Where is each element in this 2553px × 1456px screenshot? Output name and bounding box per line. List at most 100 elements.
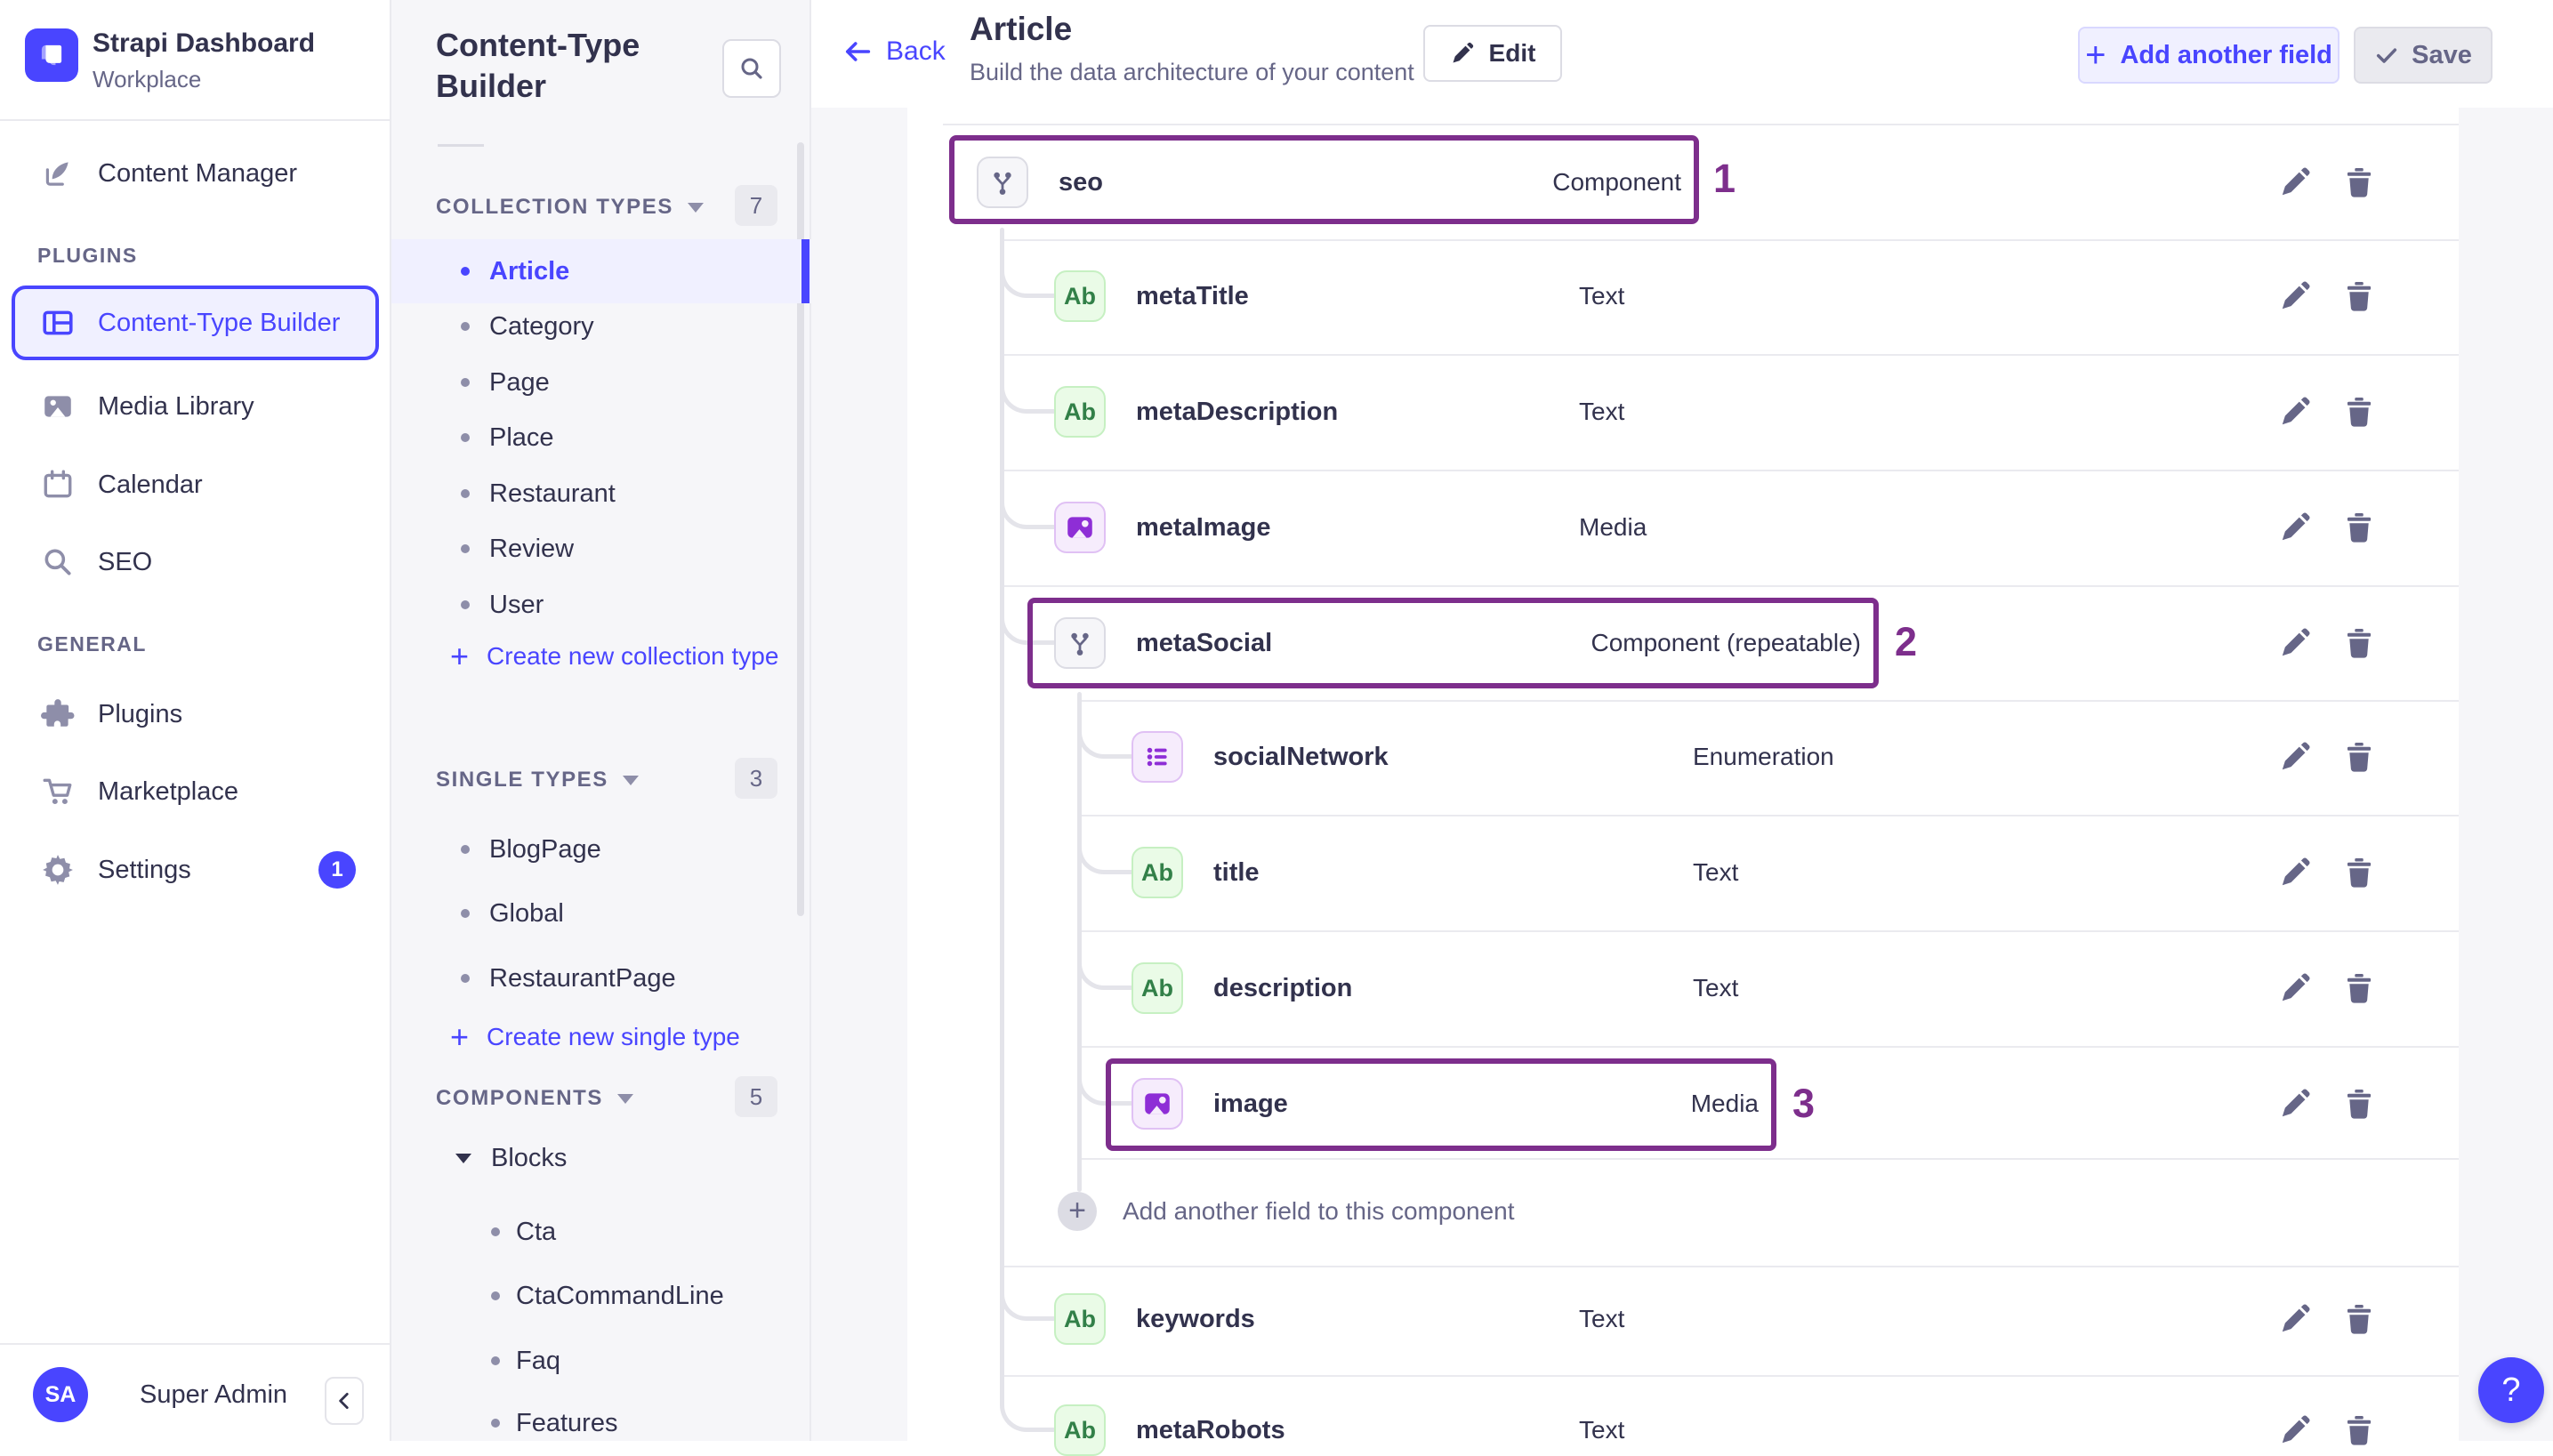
delete-field-button[interactable] <box>2341 278 2377 314</box>
sidebar-item-content-type-builder[interactable]: Content-Type Builder <box>12 286 379 360</box>
edit-field-button[interactable] <box>2277 855 2313 890</box>
add-field-to-component-label[interactable]: Add another field to this component <box>1123 1197 1515 1225</box>
edit-field-button[interactable] <box>2277 970 2313 1006</box>
plus-icon: + <box>450 638 470 674</box>
sidebar-item-plugins[interactable]: Plugins <box>0 681 390 747</box>
component-category-blocks[interactable]: Blocks <box>455 1144 567 1173</box>
tree-elbow <box>1077 700 1132 759</box>
field-name[interactable]: metaImage <box>1136 513 1271 542</box>
delete-field-button[interactable] <box>2341 625 2377 661</box>
edit-field-button[interactable] <box>2277 625 2313 661</box>
components-header[interactable]: COMPONENTS <box>436 1083 634 1114</box>
general-section-label: GENERAL <box>37 632 147 656</box>
add-field-to-component-button[interactable]: + <box>1058 1192 1097 1231</box>
field-name[interactable]: keywords <box>1136 1305 1255 1333</box>
text-field-icon: Ab <box>1054 270 1106 322</box>
delete-field-button[interactable] <box>2341 970 2377 1006</box>
panel-item-place[interactable]: Place <box>489 423 554 452</box>
panel-item-review[interactable]: Review <box>489 535 575 563</box>
delete-field-button[interactable] <box>2341 1301 2377 1337</box>
sidebar-item-seo[interactable]: SEO <box>0 529 390 595</box>
chevron-down-icon <box>687 202 704 213</box>
field-name[interactable]: socialNetwork <box>1213 743 1389 771</box>
panel-item-restaurant[interactable]: Restaurant <box>489 479 616 508</box>
field-name[interactable]: metaSocial <box>1136 629 1273 657</box>
collection-types-header[interactable]: COLLECTION TYPES <box>436 192 704 222</box>
help-button[interactable]: ? <box>2478 1357 2544 1423</box>
delete-field-button[interactable] <box>2341 739 2377 775</box>
delete-field-button[interactable] <box>2341 1412 2377 1448</box>
edit-button[interactable]: Edit <box>1423 25 1562 82</box>
collapse-sidebar-button[interactable] <box>325 1377 364 1425</box>
edit-field-button[interactable] <box>2277 278 2313 314</box>
user-avatar[interactable]: SA <box>33 1367 88 1422</box>
field-name[interactable]: image <box>1213 1090 1288 1118</box>
edit-field-button[interactable] <box>2277 394 2313 430</box>
chevron-left-icon <box>339 1393 349 1409</box>
delete-field-button[interactable] <box>2341 394 2377 430</box>
sidebar-item-media-library[interactable]: Media Library <box>0 374 390 439</box>
field-name[interactable]: description <box>1213 974 1353 1002</box>
panel-scrollbar[interactable] <box>797 142 804 916</box>
panel-item-blogpage[interactable]: BlogPage <box>489 835 601 864</box>
edit-field-button[interactable] <box>2277 739 2313 775</box>
panel-item-ctacommandline[interactable]: CtaCommandLine <box>516 1282 724 1310</box>
bullet-icon <box>461 489 470 498</box>
annotation-box <box>949 135 1699 224</box>
sidebar-item-label: Marketplace <box>98 777 238 806</box>
single-types-header[interactable]: SINGLE TYPES <box>436 765 639 795</box>
edit-field-button[interactable] <box>2277 1086 2313 1122</box>
panel-item-features[interactable]: Features <box>516 1409 618 1437</box>
field-name[interactable]: seo <box>1059 168 1103 197</box>
back-button[interactable]: Back <box>842 36 946 68</box>
delete-field-button[interactable] <box>2341 855 2377 890</box>
active-item-indicator <box>801 239 809 303</box>
field-type: Enumeration <box>1693 743 1834 770</box>
edit-field-button[interactable] <box>2277 510 2313 545</box>
edit-field-button[interactable] <box>2277 1412 2313 1448</box>
plus-icon: + <box>2085 36 2106 75</box>
tree-elbow <box>1077 816 1132 874</box>
panel-item-restaurantpage[interactable]: RestaurantPage <box>489 964 676 993</box>
create-collection-type-link[interactable]: + Create new collection type <box>450 638 778 674</box>
delete-field-button[interactable] <box>2341 510 2377 545</box>
search-button[interactable] <box>722 39 781 98</box>
sidebar-item-marketplace[interactable]: Marketplace <box>0 759 390 825</box>
add-field-label: Add another field <box>2120 40 2332 69</box>
save-button[interactable]: Save <box>2354 27 2493 84</box>
sidebar-item-label: Plugins <box>98 700 183 728</box>
field-type: Text <box>1579 1305 1625 1332</box>
delete-field-button[interactable] <box>2341 165 2377 200</box>
bullet-icon <box>491 1419 500 1428</box>
back-label: Back <box>886 36 946 66</box>
edit-field-button[interactable] <box>2277 165 2313 200</box>
sidebar-item-content-manager[interactable]: Content Manager <box>0 141 390 206</box>
edit-field-button[interactable] <box>2277 1301 2313 1337</box>
panel-item-category[interactable]: Category <box>489 312 594 341</box>
panel-item-page[interactable]: Page <box>489 368 550 397</box>
bullet-icon <box>461 845 470 854</box>
row-divider <box>1003 1375 2459 1377</box>
user-name[interactable]: Super Admin <box>140 1380 288 1409</box>
workspace-header: Strapi Dashboard Workplace <box>0 0 390 121</box>
panel-item-user[interactable]: User <box>489 591 544 619</box>
component-field-icon <box>1054 617 1106 669</box>
create-single-type-link[interactable]: + Create new single type <box>450 1021 740 1053</box>
sidebar-item-label: Content Manager <box>98 159 298 188</box>
delete-field-button[interactable] <box>2341 1086 2377 1122</box>
panel-item-cta[interactable]: Cta <box>516 1218 557 1246</box>
app-sidebar: Strapi Dashboard Workplace Content Manag… <box>0 0 391 1441</box>
panel-item-article[interactable]: Article <box>489 257 570 286</box>
field-name[interactable]: metaTitle <box>1136 282 1249 310</box>
panel-item-faq[interactable]: Faq <box>516 1347 560 1375</box>
field-name[interactable]: metaRobots <box>1136 1416 1285 1444</box>
bullet-icon <box>491 1291 500 1300</box>
field-name[interactable]: title <box>1213 858 1260 887</box>
row-divider <box>1003 470 2459 471</box>
sidebar-item-calendar[interactable]: Calendar <box>0 452 390 518</box>
tree-elbow <box>1000 471 1054 529</box>
field-name[interactable]: metaDescription <box>1136 398 1339 426</box>
panel-item-global[interactable]: Global <box>489 899 564 928</box>
add-another-field-button[interactable]: + Add another field <box>2078 27 2340 84</box>
sidebar-item-settings[interactable]: Settings 1 <box>0 837 390 903</box>
